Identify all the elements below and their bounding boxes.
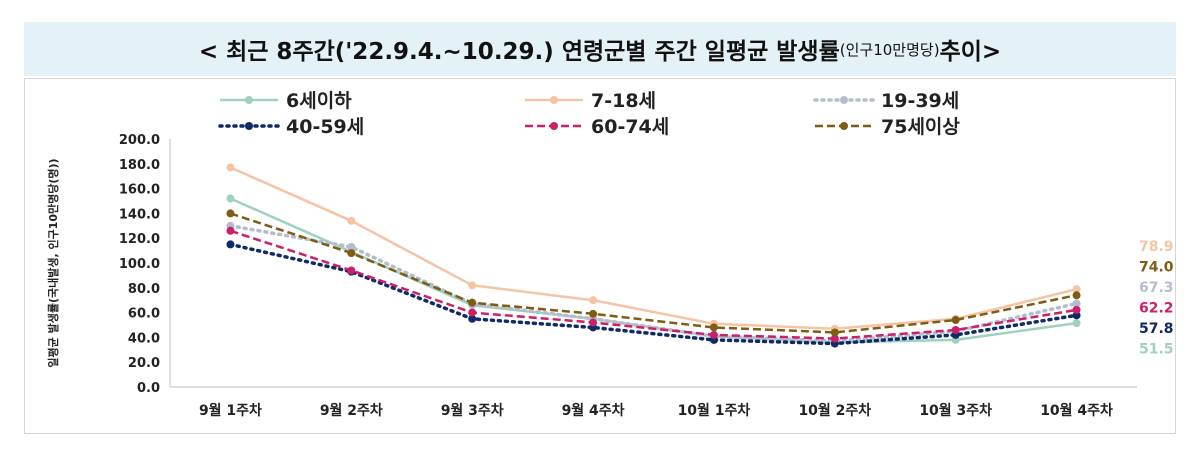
x-tick-label: 10월 3주차: [919, 402, 992, 419]
series-point: [1072, 299, 1081, 308]
legend-label: 75세이상: [881, 116, 960, 138]
legend-marker: [840, 122, 848, 130]
series-point: [951, 316, 960, 325]
legend-label: 60-74세: [591, 116, 669, 138]
legend-label: 7-18세: [591, 90, 656, 112]
series-point: [468, 314, 477, 323]
y-tick-label: 120.0: [119, 232, 160, 247]
chart-title: < 최근 8주간('22.9.4.~10.29.) 연령군별 주간 일평균 발생…: [198, 39, 840, 65]
y-tick-label: 0.0: [137, 381, 160, 396]
x-tick-label: 9월 3주차: [441, 402, 504, 419]
y-tick-label: 80.0: [128, 282, 160, 297]
series-point: [468, 281, 477, 290]
y-tick-label: 140.0: [119, 207, 160, 222]
series-point: [830, 328, 839, 337]
series-end-label: 57.8: [1139, 321, 1174, 337]
chart-title-suffix: 추이>: [939, 39, 1002, 65]
x-tick-label: 9월 4주차: [562, 402, 625, 419]
x-tick-label: 10월 4주차: [1040, 402, 1113, 419]
x-tick-label: 10월 1주차: [678, 402, 751, 419]
series-point: [468, 308, 477, 317]
series-end-label: 51.5: [1139, 342, 1174, 358]
legend-marker: [245, 122, 253, 130]
series-end-label: 74.0: [1139, 260, 1174, 276]
series-end-label: 78.9: [1139, 239, 1174, 255]
series-point: [589, 296, 598, 305]
series-line: [229, 166, 1077, 330]
series-point: [709, 330, 718, 339]
y-tick-label: 100.0: [119, 257, 160, 272]
series-line: [228, 224, 1079, 343]
series-point: [347, 216, 356, 225]
chart-title-bar: < 최근 8주간('22.9.4.~10.29.) 연령군별 주간 일평균 발생…: [24, 22, 1176, 76]
legend-label: 40-59세: [286, 116, 364, 138]
series-end-label: 62.2: [1139, 301, 1174, 317]
series-point: [830, 334, 839, 343]
y-tick-label: 20.0: [128, 356, 160, 371]
series-point: [226, 226, 235, 235]
x-tick-label: 9월 2주차: [320, 402, 383, 419]
legend-marker: [550, 96, 558, 104]
chart-title-unit-note: (인구10만명당): [839, 40, 940, 59]
series-line: [230, 212, 1077, 334]
series-point: [226, 163, 235, 172]
y-tick-label: 40.0: [128, 331, 160, 346]
series-point: [226, 194, 235, 203]
series-point: [589, 318, 598, 327]
legend-marker: [245, 96, 253, 104]
series-point: [951, 325, 960, 334]
y-tick-label: 160.0: [119, 183, 160, 198]
series-point: [347, 249, 356, 258]
series-point: [347, 266, 356, 275]
series-point: [1072, 319, 1081, 328]
series-point: [589, 309, 598, 318]
legend-label: 19-39세: [881, 90, 959, 112]
series-point: [347, 242, 356, 251]
legend-marker: [840, 96, 848, 104]
series-point: [709, 323, 718, 332]
series-point: [1072, 291, 1081, 300]
series-point: [1072, 305, 1081, 314]
series-end-label: 67.3: [1139, 280, 1174, 296]
y-tick-label: 180.0: [119, 158, 160, 173]
series-line: [228, 242, 1079, 346]
series-line: [230, 229, 1077, 340]
line-chart: 일평균 발생률(국내발생, 인구10만명당(명)) 0.0 20.0 40.0 60.0…: [46, 90, 1174, 419]
legend-marker: [550, 122, 558, 130]
x-tick-label: 9월 1주차: [199, 402, 262, 419]
y-tick-label: 200.0: [119, 133, 160, 148]
x-tick-label: 10월 2주차: [798, 402, 871, 419]
y-axis-title: 일평균 발생률(국내발생, 인구10만명당(명)): [46, 158, 60, 367]
series-point: [226, 209, 235, 218]
series-point: [1072, 285, 1081, 294]
chart-panel: 일평균 발생률(국내발생, 인구10만명당(명)) 0.0 20.0 40.0 60.0…: [24, 78, 1176, 434]
y-tick-label: 60.0: [128, 307, 160, 322]
series-point: [468, 298, 477, 307]
series-point: [226, 240, 235, 249]
legend-label: 6세이하: [286, 90, 352, 112]
